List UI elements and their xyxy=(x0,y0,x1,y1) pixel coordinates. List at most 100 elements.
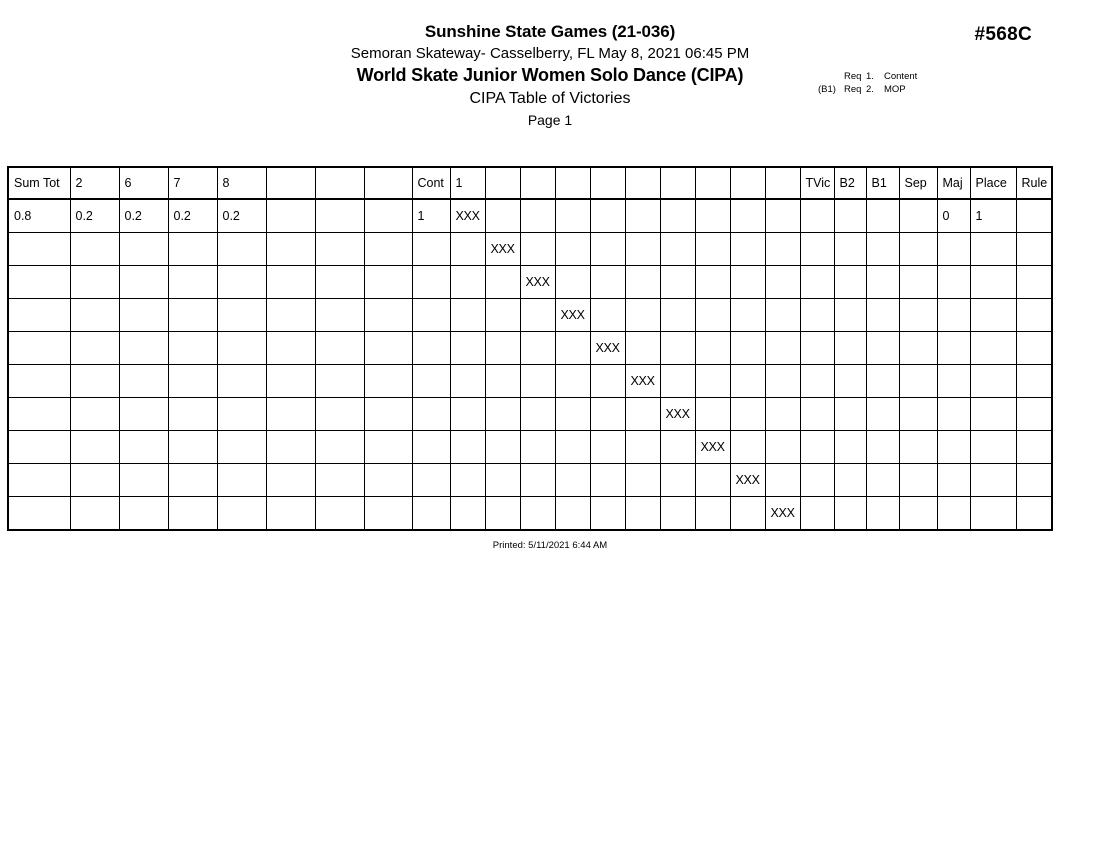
cell-maj: 0 xyxy=(936,198,971,233)
cell-place xyxy=(969,331,1017,365)
cell-blank_b xyxy=(314,463,365,497)
cell-tvic xyxy=(799,232,835,266)
cell-blank_a xyxy=(265,265,316,299)
cell-sum_tot xyxy=(7,364,71,398)
cell-judge_7 xyxy=(167,331,218,365)
cell-place xyxy=(969,265,1017,299)
cell-v7 xyxy=(659,232,696,266)
requirement-label: Req xyxy=(844,71,862,82)
cell-v9 xyxy=(729,331,766,365)
cell-tvic xyxy=(799,397,835,431)
cell-v2: XXX xyxy=(484,232,521,266)
cell-b1 xyxy=(865,331,900,365)
cell-v2 xyxy=(484,463,521,497)
cell-cont xyxy=(411,430,451,464)
cell-maj xyxy=(936,463,971,497)
cell-blank_b xyxy=(314,397,365,431)
cell-v3 xyxy=(519,496,556,531)
cell-judge_2 xyxy=(69,496,120,531)
requirement-index: 2. xyxy=(866,84,874,95)
cell-v3 xyxy=(519,463,556,497)
entry-number: #568C xyxy=(974,24,1032,45)
cell-b2 xyxy=(833,496,867,531)
cell-sep xyxy=(898,496,938,531)
cell-v1: XXX xyxy=(449,198,486,233)
cell-place xyxy=(969,397,1017,431)
cell-judge_6: 0.2 xyxy=(118,198,169,233)
column-header-judge_6: 6 xyxy=(118,166,169,200)
cell-v8 xyxy=(694,463,731,497)
cell-judge_8 xyxy=(216,463,267,497)
cell-blank_c xyxy=(363,496,413,531)
cell-place xyxy=(969,463,1017,497)
column-header-v9 xyxy=(729,166,766,200)
cell-judge_7 xyxy=(167,265,218,299)
cell-v3 xyxy=(519,430,556,464)
category-title: World Skate Junior Women Solo Dance (CIP… xyxy=(356,65,744,85)
cell-judge_7 xyxy=(167,463,218,497)
table-row: 0.8 0.2 0.2 0.2 0.2 1 XXX 0 1 xyxy=(7,198,1053,233)
cell-judge_6 xyxy=(118,430,169,464)
cell-v6 xyxy=(624,298,661,332)
cell-maj xyxy=(936,496,971,531)
cell-tvic xyxy=(799,198,835,233)
column-header-tvic: TVic xyxy=(799,166,835,200)
cell-v9: XXX xyxy=(729,463,766,497)
cell-blank_c xyxy=(363,430,413,464)
cell-maj xyxy=(936,364,971,398)
cell-v2 xyxy=(484,331,521,365)
cell-v10 xyxy=(764,232,801,266)
cell-cont xyxy=(411,397,451,431)
cell-v2 xyxy=(484,265,521,299)
cell-judge_8: 0.2 xyxy=(216,198,267,233)
column-header-v5 xyxy=(589,166,626,200)
cell-maj xyxy=(936,298,971,332)
table-row: XXX xyxy=(7,496,1053,531)
table-body: 0.8 0.2 0.2 0.2 0.2 1 XXX 0 1 XXX XXX XXX XXX XXX XXX X… xyxy=(7,198,1053,531)
cell-blank_a xyxy=(265,298,316,332)
cell-blank_b xyxy=(314,198,365,233)
cell-judge_7 xyxy=(167,397,218,431)
requirement-row: Req 1. Content xyxy=(818,70,917,83)
cell-rule xyxy=(1015,397,1053,431)
cell-b1 xyxy=(865,298,900,332)
cell-judge_7 xyxy=(167,364,218,398)
cell-judge_7 xyxy=(167,298,218,332)
cell-v8: XXX xyxy=(694,430,731,464)
cell-judge_7: 0.2 xyxy=(167,198,218,233)
cell-rule xyxy=(1015,463,1053,497)
column-header-blank_c xyxy=(363,166,413,200)
cell-blank_a xyxy=(265,430,316,464)
cell-v9 xyxy=(729,496,766,531)
cell-v6 xyxy=(624,397,661,431)
table-row: XXX xyxy=(7,463,1053,497)
cell-v5 xyxy=(589,232,626,266)
cell-blank_c xyxy=(363,364,413,398)
cell-v5 xyxy=(589,198,626,233)
cell-v9 xyxy=(729,265,766,299)
cell-v7 xyxy=(659,463,696,497)
cell-v1 xyxy=(449,265,486,299)
column-header-blank_a xyxy=(265,166,316,200)
table-row: XXX xyxy=(7,397,1053,431)
table-header-row-group: Sum Tot 2 6 7 8 Cont 1 TVic B2 B1 Sep Maj Place Rule xyxy=(7,166,1053,200)
cell-v7 xyxy=(659,298,696,332)
cell-blank_a xyxy=(265,463,316,497)
cell-v8 xyxy=(694,198,731,233)
cell-sep xyxy=(898,232,938,266)
cell-v6 xyxy=(624,331,661,365)
cell-judge_2: 0.2 xyxy=(69,198,120,233)
column-header-v10 xyxy=(764,166,801,200)
cell-v1 xyxy=(449,463,486,497)
cell-b1 xyxy=(865,232,900,266)
cell-cont xyxy=(411,331,451,365)
cell-v2 xyxy=(484,198,521,233)
cell-v10 xyxy=(764,265,801,299)
cell-judge_8 xyxy=(216,331,267,365)
cell-maj xyxy=(936,232,971,266)
cell-v1 xyxy=(449,232,486,266)
cell-judge_6 xyxy=(118,232,169,266)
cell-judge_2 xyxy=(69,265,120,299)
cell-v6: XXX xyxy=(624,364,661,398)
cell-v10 xyxy=(764,430,801,464)
